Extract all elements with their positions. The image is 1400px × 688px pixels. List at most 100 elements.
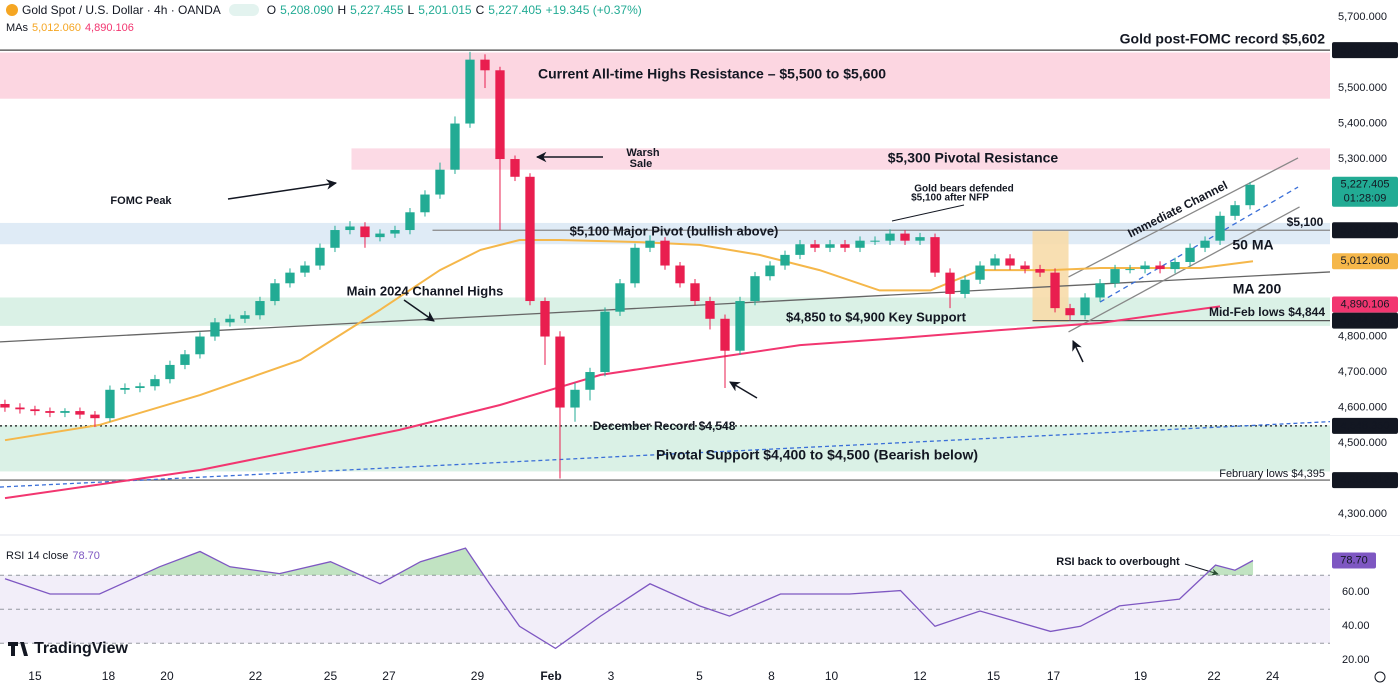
- price-pane: [0, 49, 1330, 500]
- price-label-text: 5,099.410: [1341, 224, 1390, 236]
- zone: [0, 297, 1330, 326]
- trend-line: [1099, 186, 1299, 303]
- y-tick-label: 5,300.000: [1338, 153, 1387, 165]
- price-label: [1332, 222, 1398, 239]
- candle-body: [690, 283, 700, 302]
- arrow: [227, 179, 338, 200]
- price-label: [1332, 42, 1398, 59]
- candle-body: [735, 301, 745, 351]
- candle-body: [135, 386, 145, 389]
- y-tick-label: 5,500.000: [1338, 82, 1387, 94]
- candle-body: [315, 247, 325, 266]
- annotation: $5,100: [1287, 215, 1324, 229]
- candle-body: [480, 59, 490, 71]
- candle-body: [750, 276, 760, 302]
- price-label-text: 5,606.744: [1341, 44, 1390, 56]
- candle-body: [150, 379, 160, 387]
- annotations: Gold post-FOMC record $5,602 Current All-…: [110, 31, 1325, 568]
- x-tick-label: 27: [382, 669, 396, 683]
- candle-body: [360, 226, 370, 238]
- ohlc-value: 5,208.090: [280, 3, 334, 17]
- candle-body: [570, 389, 580, 408]
- candle-body: [525, 176, 535, 302]
- arrow: [729, 381, 758, 399]
- ohlc-label: H: [337, 3, 347, 17]
- x-tick-label: 22: [249, 669, 263, 683]
- candle-body: [1155, 265, 1165, 270]
- price-label: [1332, 472, 1398, 489]
- ma-legend-label: MAs: [6, 22, 28, 34]
- settings-icon[interactable]: [1374, 671, 1386, 683]
- candle-body: [330, 230, 340, 248]
- candle-body: [90, 414, 100, 419]
- rsi-tick-label: 20.00: [1342, 654, 1370, 666]
- candle-body: [450, 123, 460, 170]
- candle-body: [1020, 265, 1030, 270]
- rsi-value: 78.70: [72, 550, 100, 562]
- candle-body: [30, 409, 40, 412]
- x-tick-label: 5: [696, 669, 703, 683]
- candle-body: [405, 212, 415, 231]
- annotation: $5,300 Pivotal Resistance: [888, 150, 1059, 166]
- ma-legend: MAs 5,012.060 4,890.106: [6, 22, 134, 34]
- candle-body: [840, 244, 850, 248]
- candle-body: [15, 407, 25, 410]
- candle-body: [780, 254, 790, 266]
- candle-body: [975, 265, 985, 280]
- x-tick-label: 29: [471, 669, 485, 683]
- candle-body: [1245, 184, 1255, 206]
- candle-body: [855, 240, 865, 248]
- ma-line: [4, 239, 1254, 442]
- trend-line: [0, 271, 1330, 343]
- x-tick-label: 15: [28, 669, 42, 683]
- candle-body: [675, 265, 685, 284]
- annotation: $5,100 after NFP: [911, 193, 989, 204]
- candle-body: [225, 318, 235, 323]
- candle-body: [195, 336, 205, 355]
- ohlc-value: 5,227.405: [488, 3, 542, 17]
- price-label: [1332, 176, 1398, 207]
- candle-body: [0, 403, 10, 408]
- x-tick-label: 18: [102, 669, 116, 683]
- price-label: [1332, 296, 1398, 313]
- trend-line: [1068, 157, 1299, 278]
- candle-body: [810, 244, 820, 248]
- candle-body: [240, 315, 250, 319]
- annotation: FOMC Peak: [110, 195, 172, 207]
- candle-body: [285, 272, 295, 284]
- x-tick-label: 3: [608, 669, 615, 683]
- arrows: [227, 151, 1219, 576]
- candle-body: [720, 318, 730, 351]
- candle-body: [105, 389, 115, 419]
- candle-body: [660, 240, 670, 266]
- candle-body: [1035, 269, 1045, 273]
- candle-body: [705, 301, 715, 319]
- x-tick-label: 24: [1266, 669, 1280, 683]
- ohlc-label: O: [266, 3, 277, 17]
- candle-body: [165, 364, 175, 380]
- price-label-text: 4,548.350: [1341, 420, 1390, 432]
- zone: [0, 52, 1330, 99]
- candle-body: [270, 283, 280, 302]
- candle-body: [870, 240, 880, 242]
- price-label: [1332, 417, 1398, 434]
- candle-body: [945, 272, 955, 294]
- candle-body: [600, 311, 610, 373]
- y-tick-label: 5,400.000: [1338, 117, 1387, 129]
- x-tick-label: 17: [1047, 669, 1061, 683]
- rsi-last-label: 78.70: [1340, 554, 1368, 566]
- price-label: [1332, 312, 1398, 329]
- rsi-tick-label: 60.00: [1342, 586, 1370, 598]
- candle-body: [1125, 269, 1135, 271]
- candle-body: [1065, 308, 1075, 316]
- candle-body: [210, 322, 220, 337]
- arrow: [1072, 340, 1084, 363]
- rsi-legend: RSI 14 close 78.70: [6, 550, 100, 562]
- ma-value: 4,890.106: [84, 22, 134, 34]
- rsi-title: RSI 14 close: [6, 550, 69, 562]
- annotation: $5,100 Major Pivot (bullish above): [570, 223, 779, 238]
- annotation: Mid-Feb lows $4,844: [1209, 305, 1325, 319]
- x-tick-label: 8: [768, 669, 775, 683]
- candle-body: [1230, 205, 1240, 216]
